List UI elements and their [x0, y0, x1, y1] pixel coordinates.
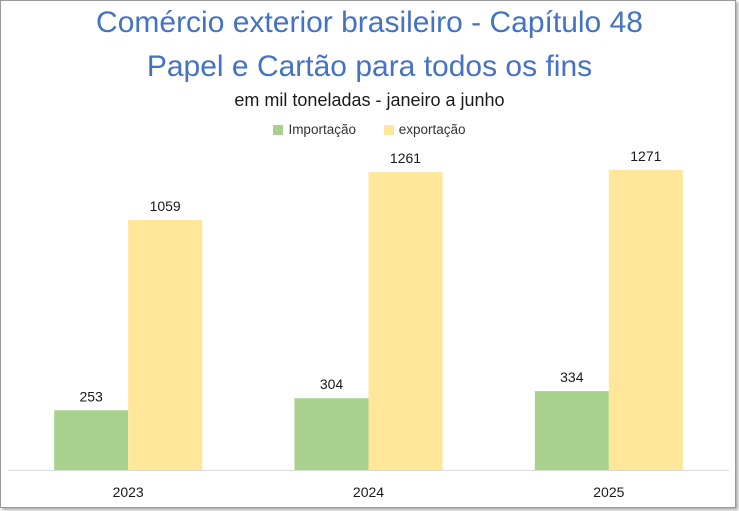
- chart-title: Comércio exterior brasileiro - Capítulo …: [96, 6, 643, 39]
- data-label-importao-2023: 253: [79, 388, 103, 404]
- legend-swatch-exportacao: [383, 125, 394, 135]
- chart-title-line2: Papel e Cartão para todos os fins: [146, 50, 593, 83]
- data-label-exportao-2023: 1059: [150, 198, 181, 214]
- bar-importao-2023: [54, 410, 129, 470]
- legend-swatch-importacao: [273, 125, 284, 135]
- legend-label-exportacao: exportação: [398, 122, 466, 137]
- bar-exportao-2023: [128, 219, 203, 470]
- x-tick-label-2024: 2024: [353, 484, 384, 500]
- legend: Importação exportação: [0, 122, 739, 137]
- data-label-importao-2025: 334: [560, 369, 584, 385]
- bar-importao-2025: [534, 391, 609, 470]
- legend-item-exportacao: exportação: [383, 122, 466, 137]
- data-label-exportao-2025: 1271: [630, 148, 661, 164]
- bar-importao-2024: [294, 398, 369, 470]
- data-label-importao-2024: 304: [320, 376, 344, 392]
- chart-subtitle: em mil toneladas - janeiro a junho: [234, 90, 505, 110]
- data-label-exportao-2024: 1261: [390, 150, 421, 166]
- x-tick-label-2025: 2025: [593, 484, 624, 500]
- bar-exportao-2024: [368, 172, 443, 470]
- x-tick-label-2023: 2023: [113, 484, 144, 500]
- legend-label-importacao: Importação: [288, 122, 356, 137]
- bar-exportao-2025: [608, 169, 683, 471]
- legend-item-importacao: Importação: [273, 122, 356, 137]
